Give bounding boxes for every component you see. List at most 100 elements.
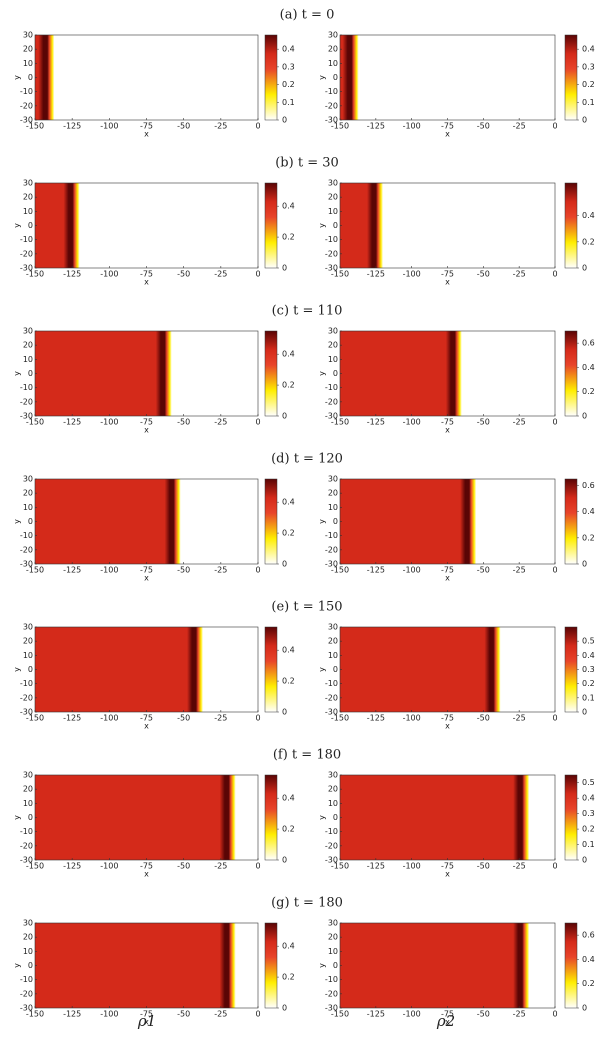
x-tick-label: 0 xyxy=(552,122,557,131)
y-tick-label: 30 xyxy=(23,919,33,928)
colorbar-tick-label: 0.4 xyxy=(282,350,295,359)
y-tick-label: 30 xyxy=(328,31,338,40)
x-axis-label: x xyxy=(144,130,149,139)
x-tick-label: -75 xyxy=(140,418,153,427)
x-tick-label: -150 xyxy=(331,418,349,427)
y-tick-label: 0 xyxy=(28,517,33,526)
heatmap-field xyxy=(340,479,477,564)
heatmap-field xyxy=(340,775,530,860)
x-tick-label: -50 xyxy=(177,862,190,871)
y-tick-label: 30 xyxy=(23,475,33,484)
colorbar-tick-label: 0.6 xyxy=(582,481,595,490)
x-tick-label: -25 xyxy=(214,566,227,575)
y-tick-label: 30 xyxy=(23,179,33,188)
x-axis-label: x xyxy=(445,574,450,583)
x-tick-label: -25 xyxy=(214,862,227,871)
x-tick-label: -100 xyxy=(403,418,421,427)
y-tick-label: 30 xyxy=(23,623,33,632)
x-tick-label: -125 xyxy=(367,1010,385,1019)
colorbar-tick-label: 0.2 xyxy=(582,979,595,988)
x-tick-label: 0 xyxy=(552,714,557,723)
y-tick-label: 10 xyxy=(23,59,33,68)
y-tick-label: 0 xyxy=(28,73,33,82)
y-tick-label: 10 xyxy=(328,207,338,216)
x-tick-label: -75 xyxy=(140,862,153,871)
y-tick-label: -20 xyxy=(325,989,338,998)
colorbar xyxy=(264,774,278,861)
y-tick-label: 30 xyxy=(23,327,33,336)
y-tick-label: -30 xyxy=(20,412,33,421)
y-axis-label: y xyxy=(13,371,22,376)
y-tick-label: 0 xyxy=(333,813,338,822)
x-tick-label: -75 xyxy=(441,122,454,131)
y-tick-label: 20 xyxy=(23,637,33,646)
row-title: (e) t = 150 xyxy=(271,600,342,615)
colorbar xyxy=(264,478,278,565)
colorbar-tick-label: 0.6 xyxy=(582,339,595,348)
y-tick-label: 30 xyxy=(328,327,338,336)
heatmap-field xyxy=(35,923,236,1008)
y-axis-label: y xyxy=(318,667,327,672)
x-tick-label: -75 xyxy=(140,122,153,131)
x-tick-label: -100 xyxy=(403,714,421,723)
row-title: (a) t = 0 xyxy=(280,8,335,23)
x-tick-label: -50 xyxy=(477,862,490,871)
heatmap-field xyxy=(35,775,236,860)
y-tick-label: -20 xyxy=(325,249,338,258)
x-tick-label: -150 xyxy=(26,714,44,723)
y-tick-label: -30 xyxy=(20,560,33,569)
y-tick-label: -30 xyxy=(325,116,338,125)
y-tick-label: -10 xyxy=(325,531,338,540)
y-tick-label: 20 xyxy=(328,637,338,646)
y-tick-label: 20 xyxy=(328,933,338,942)
x-tick-label: -75 xyxy=(441,714,454,723)
x-tick-label: -125 xyxy=(63,862,81,871)
x-tick-label: 0 xyxy=(255,1010,260,1019)
colorbar-tick-label: 0 xyxy=(282,708,287,717)
colorbar xyxy=(264,182,278,269)
y-tick-label: 30 xyxy=(328,623,338,632)
y-axis-label: y xyxy=(13,75,22,80)
x-tick-label: -75 xyxy=(140,270,153,279)
colorbar-tick-label: 0.2 xyxy=(282,973,295,982)
x-tick-label: -150 xyxy=(26,566,44,575)
y-axis-label: y xyxy=(318,519,327,524)
colorbar-tick-label: 0.2 xyxy=(582,80,595,89)
colorbar-tick-label: 0.3 xyxy=(582,665,595,674)
y-tick-label: -30 xyxy=(20,1004,33,1013)
colorbar-tick-label: 0.4 xyxy=(582,363,595,372)
y-tick-label: -30 xyxy=(20,116,33,125)
colorbar-tick-label: 0 xyxy=(282,856,287,865)
colorbar xyxy=(564,922,578,1009)
x-tick-label: -75 xyxy=(441,1010,454,1019)
x-tick-label: 0 xyxy=(255,714,260,723)
heatmap-field xyxy=(35,35,55,120)
colorbar-tick-label: 0 xyxy=(282,264,287,273)
y-tick-label: -30 xyxy=(20,856,33,865)
x-tick-label: -25 xyxy=(513,270,526,279)
colorbar xyxy=(564,478,578,565)
x-tick-label: 0 xyxy=(255,418,260,427)
row-title: (c) t = 110 xyxy=(272,304,343,319)
y-tick-label: -10 xyxy=(20,87,33,96)
y-tick-label: 20 xyxy=(23,45,33,54)
colorbar xyxy=(564,774,578,861)
y-tick-label: 30 xyxy=(23,31,33,40)
y-tick-label: 20 xyxy=(23,785,33,794)
y-tick-label: -30 xyxy=(20,264,33,273)
y-tick-label: -20 xyxy=(20,693,33,702)
colorbar-tick-label: 0 xyxy=(582,856,587,865)
y-tick-label: -20 xyxy=(325,841,338,850)
colorbar xyxy=(564,626,578,713)
colorbar-tick-label: 0.4 xyxy=(582,794,595,803)
x-tick-label: -100 xyxy=(100,418,118,427)
x-tick-label: -100 xyxy=(403,566,421,575)
colorbar-tick-label: 0.5 xyxy=(582,637,595,646)
x-tick-label: -25 xyxy=(214,714,227,723)
row-title: (f) t = 180 xyxy=(273,748,341,763)
x-tick-label: -75 xyxy=(140,566,153,575)
colorbar-tick-label: 0 xyxy=(582,560,587,569)
y-tick-label: 0 xyxy=(28,665,33,674)
y-tick-label: 0 xyxy=(28,961,33,970)
x-tick-label: -150 xyxy=(331,270,349,279)
